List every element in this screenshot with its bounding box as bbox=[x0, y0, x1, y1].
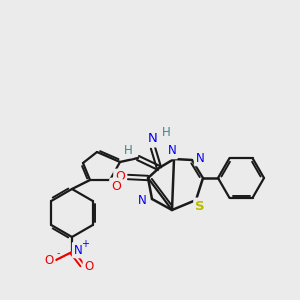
Text: O: O bbox=[115, 170, 125, 184]
Text: H: H bbox=[124, 143, 132, 157]
Text: N: N bbox=[138, 194, 146, 206]
Text: N: N bbox=[168, 145, 176, 158]
Text: H: H bbox=[162, 125, 170, 139]
Text: O: O bbox=[111, 179, 121, 193]
Text: N: N bbox=[148, 133, 158, 146]
Text: N: N bbox=[74, 244, 82, 256]
Text: S: S bbox=[195, 200, 205, 212]
Text: N: N bbox=[196, 152, 204, 164]
Text: O: O bbox=[44, 254, 54, 266]
Text: -: - bbox=[56, 248, 60, 258]
Text: +: + bbox=[81, 239, 89, 249]
Text: O: O bbox=[84, 260, 94, 274]
